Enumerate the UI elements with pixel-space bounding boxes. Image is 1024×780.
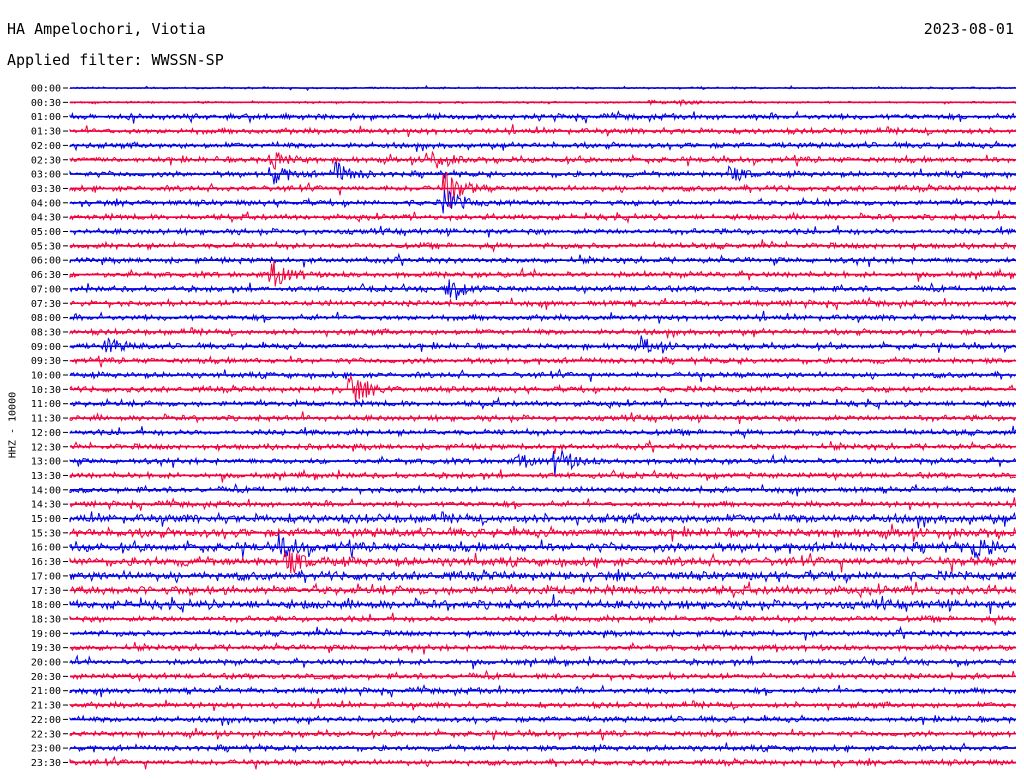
row-time-label: 21:00 [31, 686, 61, 697]
row-time-label: 07:00 [31, 284, 61, 295]
trace-row-0230 [69, 150, 1016, 170]
row-time-label: 15:00 [31, 514, 61, 525]
row-time-label: 17:30 [31, 586, 61, 597]
row-time-label: 04:30 [31, 213, 61, 224]
row-time-label: 10:00 [31, 371, 61, 382]
row-time-label: 19:00 [31, 629, 61, 640]
trace-row-0630 [69, 260, 1017, 287]
row-time-label: 09:30 [31, 356, 61, 367]
trace-row-0600 [69, 252, 1017, 268]
trace-row-0830 [69, 327, 1016, 339]
row-time-label: 05:00 [31, 227, 61, 238]
trace-row-0730 [69, 296, 1017, 310]
trace-row-0200 [69, 140, 1016, 152]
row-time-label: 22:00 [31, 715, 61, 726]
trace-row-1100 [69, 396, 1017, 411]
row-time-label: 00:00 [31, 84, 61, 95]
row-time-label: 23:00 [31, 744, 61, 755]
row-time-label: 00:30 [31, 98, 61, 109]
row-time-label: 16:00 [31, 543, 61, 554]
trace-row-0100 [69, 109, 1016, 124]
row-time-label: 20:30 [31, 672, 61, 683]
trace-row-2030 [69, 669, 1016, 683]
trace-row-2100 [69, 683, 1017, 698]
row-time-label: 12:00 [31, 428, 61, 439]
row-time-label: 02:30 [31, 155, 61, 166]
row-time-label: 19:30 [31, 643, 61, 654]
row-time-label: 18:00 [31, 600, 61, 611]
row-time-label: 02:00 [31, 141, 61, 152]
row-time-label: 10:30 [31, 385, 61, 396]
row-time-label: 07:30 [31, 299, 61, 310]
row-time-label: 01:30 [31, 127, 61, 138]
trace-row-1600 [69, 533, 1017, 560]
trace-row-0930 [69, 355, 1016, 368]
filter-label: Applied filter: WWSSN-SP [7, 51, 224, 69]
row-time-label: 17:00 [31, 571, 61, 582]
row-time-label: 04:00 [31, 198, 61, 209]
row-time-label: 08:30 [31, 327, 61, 338]
row-time-label: 20:00 [31, 658, 61, 669]
station-title: HA Ampelochori, Viotia [7, 20, 206, 38]
row-time-label: 16:30 [31, 557, 61, 568]
row-time-label: 23:30 [31, 758, 61, 769]
row-time-label: 13:00 [31, 457, 61, 468]
row-time-label: 11:00 [31, 399, 61, 410]
row-time-label: 11:30 [31, 414, 61, 425]
trace-row-1500 [69, 511, 1017, 529]
row-time-label: 14:00 [31, 485, 61, 496]
row-time-label: 14:30 [31, 500, 61, 511]
row-time-label: 03:30 [31, 184, 61, 195]
row-time-label: 22:30 [31, 729, 61, 740]
row-time-label: 01:00 [31, 112, 61, 123]
trace-row-0430 [69, 210, 1016, 224]
row-time-label: 05:30 [31, 241, 61, 252]
trace-row-1730 [69, 581, 1017, 599]
row-time-label: 03:00 [31, 170, 61, 181]
row-time-label: 12:30 [31, 442, 61, 453]
row-time-label: 18:30 [31, 614, 61, 625]
row-time-label: 21:30 [31, 701, 61, 712]
row-time-label: 09:00 [31, 342, 61, 353]
trace-row-2200 [69, 714, 1017, 726]
trace-row-1300 [69, 450, 1016, 477]
row-time-label: 15:30 [31, 528, 61, 539]
row-time-label: 06:00 [31, 256, 61, 267]
row-time-label: 08:00 [31, 313, 61, 324]
trace-row-0400 [69, 189, 1016, 214]
trace-row-0900 [69, 335, 1017, 354]
row-time-label: 06:30 [31, 270, 61, 281]
row-time-label: 13:30 [31, 471, 61, 482]
date-label: 2023-08-01 [923, 20, 1014, 38]
trace-row-1530 [69, 523, 1017, 542]
